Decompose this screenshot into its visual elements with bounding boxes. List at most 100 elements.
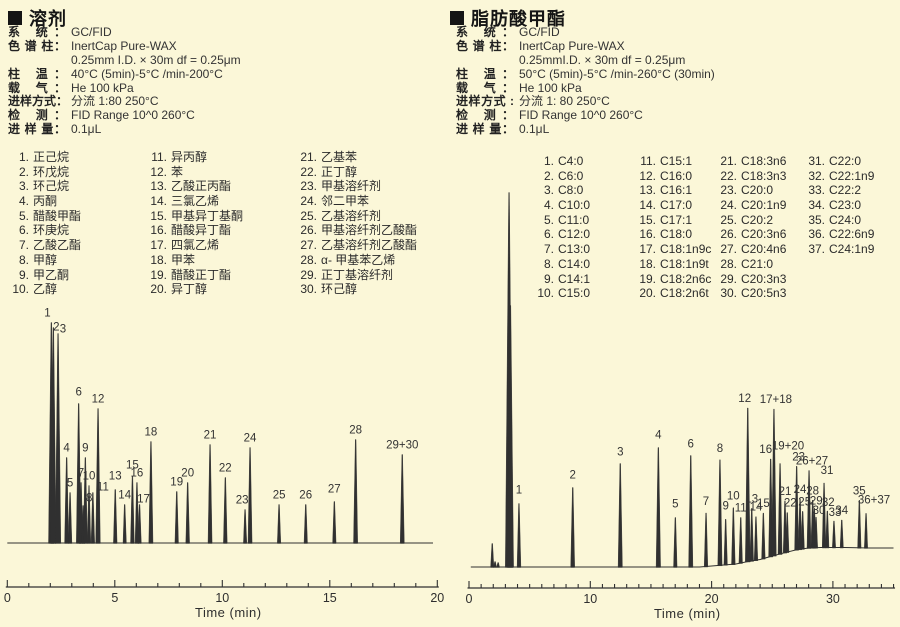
fame-compound-list-col3: 21. C18:3n6 22. C18:3n3 23. C20:0 24. C20:1n9 25… <box>718 154 786 301</box>
list-item: 30. C20:5n3 <box>718 286 786 301</box>
list-item-number: 29. <box>300 267 317 282</box>
list-item-number: 18. <box>639 256 656 271</box>
fame-compound-list-col4: 31. C22:0 32. C22:1n9 33. C22:2 34. C23:0 35. C24… <box>806 154 874 257</box>
section-bullet-icon <box>450 11 464 25</box>
peak-label: 31 <box>821 465 834 477</box>
peak <box>806 470 812 549</box>
list-item-name: C18:2n6t <box>660 286 709 301</box>
peak-label: 34 <box>835 505 848 517</box>
peak <box>655 447 661 568</box>
list-item: 31. C22:0 <box>806 154 874 169</box>
peak-label: 8 <box>717 443 723 455</box>
peak <box>688 455 694 568</box>
spec-row: 柱 温： 50°C (5min)-5°C /min-260°C (30min) <box>456 67 715 82</box>
list-item-number: 30. <box>720 286 737 301</box>
list-item: 19. 醋酸正丁酯 <box>148 268 243 283</box>
peak <box>777 463 783 555</box>
peak-label: 5 <box>67 478 73 490</box>
list-item: 18. 甲苯 <box>148 253 243 268</box>
peak-label: 26+27 <box>796 456 828 468</box>
list-item-name: 甲苯 <box>171 252 196 267</box>
list-item-number: 33. <box>808 183 825 198</box>
list-item: 15. C17:1 <box>637 213 711 228</box>
list-item-name: C15:0 <box>558 286 591 301</box>
list-item-name: 三氯乙烯 <box>171 194 220 209</box>
list-item-number: 36. <box>808 227 825 242</box>
list-item: 27. C20:4n6 <box>718 242 786 257</box>
list-item: 1. C4:0 <box>535 154 590 169</box>
spec-label: 柱 温： <box>8 66 66 81</box>
peak <box>493 561 497 568</box>
list-item-number: 5. <box>18 208 29 223</box>
list-item-number: 2. <box>18 164 29 179</box>
list-item-number: 13. <box>639 183 656 198</box>
list-item-name: 乙醇 <box>33 282 58 297</box>
list-item-name: C18:0 <box>660 227 693 242</box>
peak <box>516 503 522 568</box>
list-item-name: C20:1n9 <box>741 198 787 213</box>
peak <box>673 517 678 568</box>
peak <box>797 498 803 550</box>
list-item: 2. 环戊烷 <box>10 165 81 180</box>
peak-label: 16 <box>759 444 772 456</box>
list-item-number: 7. <box>543 242 554 257</box>
list-item: 22. C18:3n3 <box>718 169 786 184</box>
peak <box>864 513 868 549</box>
list-item-name: α- 甲基苯乙烯 <box>321 252 396 267</box>
peak <box>753 516 759 561</box>
peak <box>148 441 154 544</box>
peak-label: 23 <box>236 495 249 507</box>
peak-label: 17+18 <box>760 394 792 406</box>
list-item-name: C16:0 <box>660 168 693 183</box>
section-title-fame: 脂肪酸甲酯 <box>450 5 566 31</box>
list-item-name: C18:2n6c <box>660 271 712 286</box>
peak <box>771 408 777 557</box>
list-item: 32. C22:1n9 <box>806 169 874 184</box>
peak-label: 5 <box>672 499 678 511</box>
list-item-name: 丙酮 <box>33 194 58 209</box>
list-item-number: 19. <box>150 267 167 282</box>
list-item-name: C20:0 <box>741 183 774 198</box>
list-item-name: 甲基溶纤剂 <box>321 179 382 194</box>
list-item: 7. C13:0 <box>535 242 590 257</box>
list-item: 25. 乙基溶纤剂 <box>298 209 417 224</box>
list-item-name: C24:1n9 <box>829 242 875 257</box>
peak <box>64 457 69 544</box>
section-title-solvents: 溶剂 <box>8 5 67 31</box>
peak-label: 21 <box>204 430 217 442</box>
fame-compound-list-col2: 11. C15:1 12. C16:0 13. C16:1 14. C17:0 15. C17:1… <box>637 154 711 301</box>
tick-label: 0 <box>4 591 11 605</box>
spec-value: 0.25mmI.D. × 30m df = 0.25μm <box>519 52 686 67</box>
peak-label: 14 <box>750 502 763 514</box>
peak-label: 11 <box>735 503 747 515</box>
peak-label: 12 <box>738 393 751 405</box>
list-item-name: C8:0 <box>558 183 584 198</box>
list-item-name: 甲乙酮 <box>33 267 70 282</box>
list-item-number: 23. <box>300 179 317 194</box>
list-item: 26. C20:3n6 <box>718 227 786 242</box>
list-item-number: 8. <box>543 256 554 271</box>
peak-label: 7 <box>703 496 709 508</box>
list-item-number: 11. <box>640 154 656 168</box>
list-item-name: C12:0 <box>558 227 591 242</box>
list-item: 24. C20:1n9 <box>718 198 786 213</box>
list-item-number: 16. <box>639 227 656 242</box>
list-item: 9. 甲乙酮 <box>10 268 81 283</box>
list-item: 17. C18:1n9c <box>637 242 711 257</box>
peak-label: 3 <box>617 447 623 459</box>
peak-label: 4 <box>63 443 70 455</box>
peak-label: 27 <box>328 484 341 496</box>
peak <box>174 491 179 544</box>
list-item-name: 醋酸甲酯 <box>33 208 82 223</box>
list-item: 2. C6:0 <box>535 169 590 184</box>
list-item: 6. 环庚烷 <box>10 223 81 238</box>
peak-label: 30 <box>813 505 826 517</box>
list-item-number: 22. <box>300 164 317 179</box>
list-item: 37. C24:1n9 <box>806 242 874 257</box>
list-item: 7. 乙酸乙酯 <box>10 238 81 253</box>
spec-row: 色 谱 柱： InertCap Pure-WAX <box>8 39 241 54</box>
peak-label: 29 <box>810 495 823 507</box>
peak <box>745 407 751 563</box>
peak-label: 28 <box>806 485 819 497</box>
